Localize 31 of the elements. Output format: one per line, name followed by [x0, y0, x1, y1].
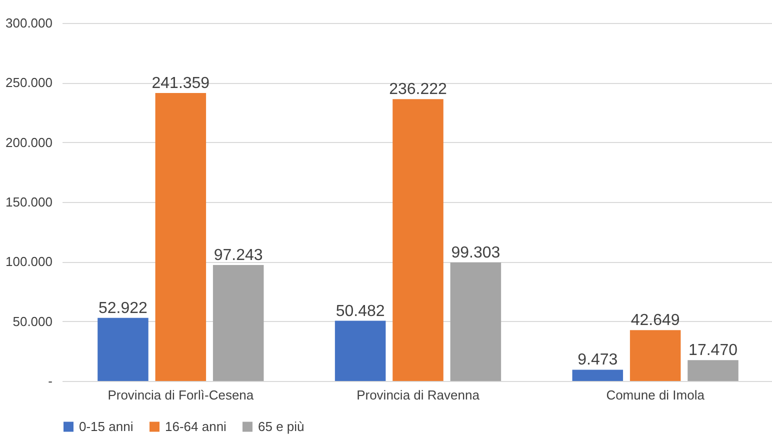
legend-label: 0-15 anni	[79, 418, 134, 434]
x-tick-label: Provincia di Forlì-Cesena	[108, 388, 254, 402]
bar	[392, 99, 444, 381]
data-label: 236.222	[389, 81, 448, 98]
bar	[688, 360, 738, 381]
bar	[98, 318, 148, 381]
data-label: 52.922	[98, 300, 148, 317]
bar	[630, 330, 681, 381]
bar	[155, 92, 206, 381]
legend-label: 65 e più	[258, 418, 304, 434]
data-label: 42.649	[630, 312, 680, 330]
data-label: 9.473	[578, 352, 618, 369]
y-tick-label: 50.000	[12, 314, 52, 329]
legend-label: 16-64 anni	[165, 418, 227, 434]
bar	[212, 264, 264, 381]
y-tick-label: -	[48, 374, 52, 388]
data-label: 99.303	[451, 244, 500, 262]
y-tick-label: 150.000	[6, 194, 52, 210]
y-tick-label: 300.000	[6, 16, 52, 30]
data-label: 50.482	[336, 302, 385, 320]
y-tick-label: 100.000	[6, 254, 52, 270]
data-label: 241.359	[152, 74, 210, 92]
bar	[334, 320, 386, 381]
y-tick-label: 250.000	[6, 75, 52, 90]
bar	[572, 370, 624, 381]
data-label: 97.243	[214, 246, 263, 264]
data-label: 17.470	[688, 342, 738, 360]
x-tick-label: Provincia di Ravenna	[356, 388, 480, 402]
x-tick-label: Comune di Imola	[606, 388, 706, 402]
bar	[450, 262, 502, 381]
y-tick-label: 200.000	[6, 134, 52, 150]
